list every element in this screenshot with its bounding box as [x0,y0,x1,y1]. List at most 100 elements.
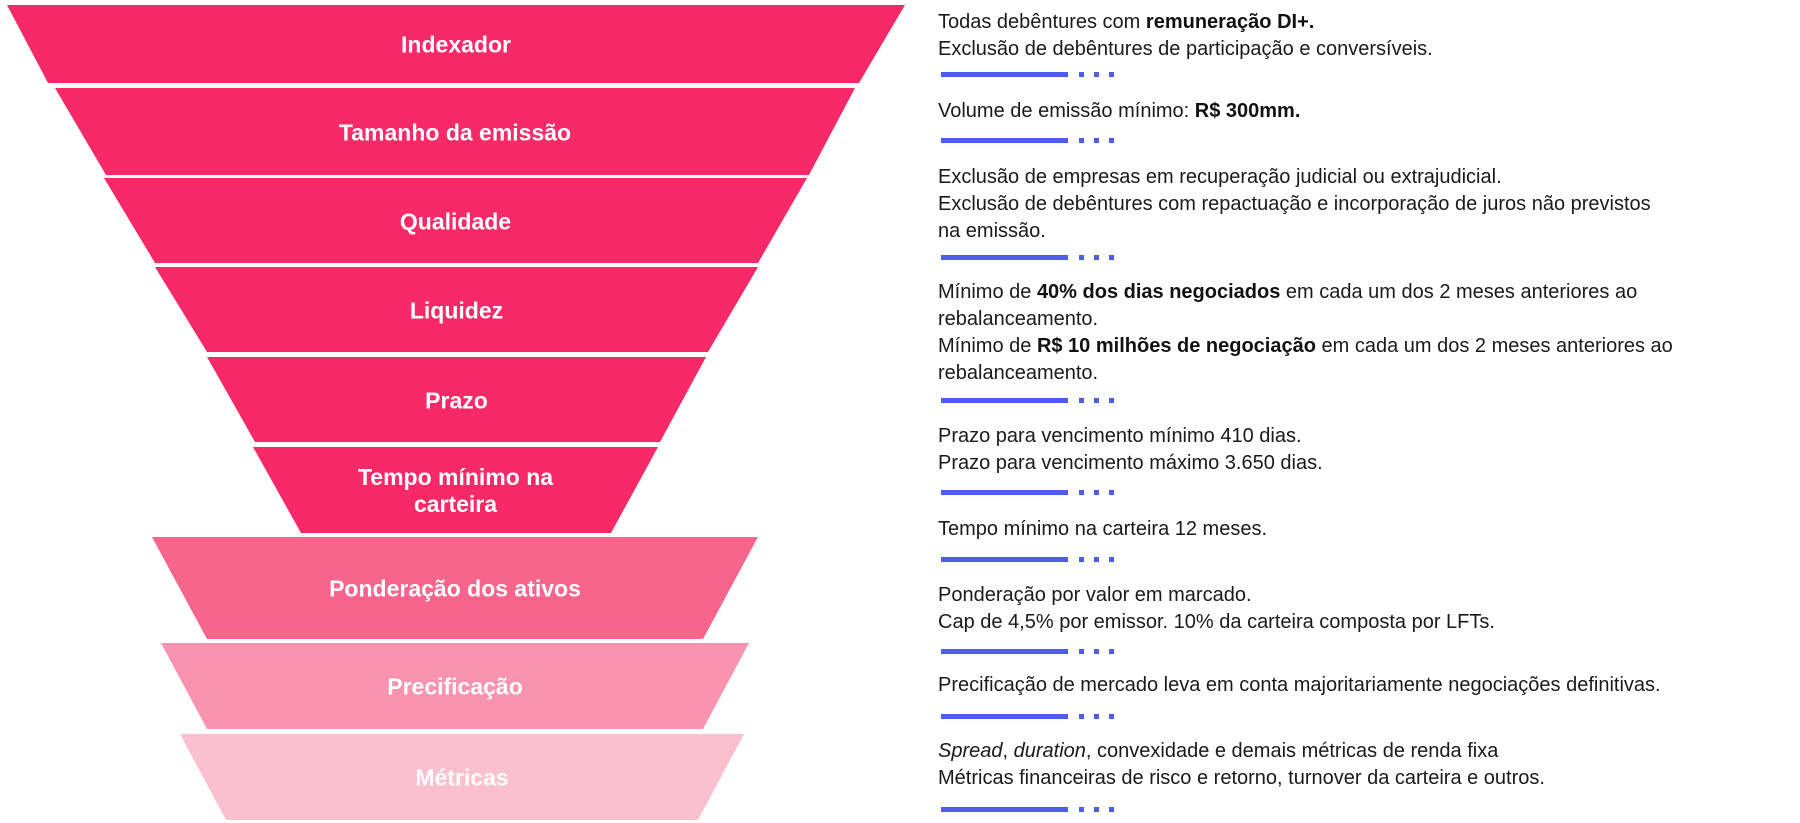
funnel-layer-label: Tamanho da emissão [339,119,571,146]
description-line: Exclusão de debêntures de participação e… [938,36,1800,63]
section-divider [941,557,1131,562]
funnel-layer [180,734,744,820]
funnel-layer [152,537,758,639]
section-divider [941,649,1131,654]
divider-bar [941,138,1068,143]
criteria-description: Tempo mínimo na carteira 12 meses. [938,516,1800,543]
divider-bar [941,714,1068,719]
funnel-layer [253,447,658,533]
funnel-layer [161,643,749,729]
text: Precificação de mercado leva em conta ma… [938,674,1661,696]
description-line: Mínimo de 40% dos dias negociados em cad… [938,279,1800,306]
description-line: Métricas financeiras de risco e retorno,… [938,765,1800,792]
divider-dot [1079,807,1084,812]
text: Todas debêntures com [938,11,1146,33]
section-divider [941,398,1131,403]
description-line: Todas debêntures com remuneração DI+. [938,9,1800,36]
bold-text: 40% dos dias negociados [1036,281,1281,303]
divider-dot [1079,557,1084,562]
divider-bar [941,255,1068,260]
divider-bar [941,490,1068,495]
funnel-layer-label: Prazo [425,387,488,414]
funnel-label-line: carteira [413,491,498,517]
text: Prazo para vencimento mínimo 410 dias. [938,425,1302,447]
divider-bar [941,557,1068,562]
funnel-layer-label: Métricas [415,765,508,792]
text: Ponderação por valor em marcado. [938,584,1252,606]
criteria-description: Volume de emissão mínimo: R$ 300mm. [938,98,1800,125]
funnel-layer [207,357,706,442]
bold-text: remuneração DI+. [1145,11,1315,33]
funnel-layer [155,267,758,352]
section-divider [941,490,1131,495]
divider-dot [1094,72,1099,77]
divider-dot [1079,72,1084,77]
description-line: rebalanceamento. [938,360,1800,387]
divider-dot [1109,138,1114,143]
description-line: na emissão. [938,218,1800,245]
divider-dot [1094,490,1099,495]
text: Mínimo de [938,335,1037,357]
italic-text: Spread [938,740,1003,762]
divider-dot [1109,490,1114,495]
criteria-description: Spread, duration, convexidade e demais m… [938,738,1800,792]
criteria-description: Todas debêntures com remuneração DI+. Exc… [938,9,1800,63]
funnel-layer [55,88,855,175]
funnel-label-line: Indexador [401,31,511,58]
divider-dot [1109,255,1114,260]
text: na emissão. [938,220,1046,242]
divider-dot [1109,398,1114,403]
italic-text: duration [1013,740,1086,762]
section-divider [941,72,1131,77]
divider-dot [1079,255,1084,260]
funnel-layer-label: Indexador [401,32,511,59]
funnel-diagram [7,5,905,820]
funnel-label-line: Ponderação dos ativos [329,575,581,602]
text: Tempo mínimo na carteira 12 meses. [938,518,1268,540]
divider-dot [1094,398,1099,403]
funnel-layer-label: Liquidez [410,297,503,324]
text: Cap de 4,5% por emissor. 10% da carteira… [938,611,1495,633]
divider-dot [1109,807,1114,812]
description-line: Prazo para vencimento máximo 3.650 dias. [938,450,1800,477]
description-line: rebalanceamento. [938,306,1800,333]
bold-text: R$ 10 milhões de negociação [1036,335,1316,357]
divider-dot [1079,138,1084,143]
text: Exclusão de empresas em recuperação judi… [938,166,1502,188]
criteria-description: Ponderação por valor em marcado. Cap de 4… [938,582,1800,636]
section-divider [941,714,1131,719]
description-line: Tempo mínimo na carteira 12 meses. [938,516,1800,543]
funnel-label-line: Precificação [387,673,523,700]
bold-text: R$ 300mm. [1194,100,1301,122]
text: Exclusão de debêntures de participação e… [938,38,1433,60]
funnel-layer-label: Qualidade [400,208,511,235]
funnel-label-line: Tempo mínimo na [357,464,554,490]
criteria-description: Exclusão de empresas em recuperação judi… [938,164,1800,245]
funnel-layer-label: Tempo mínimo na carteira [358,464,553,518]
description-line: Mínimo de R$ 10 milhões de negociação em… [938,333,1800,360]
text: , [1002,740,1014,762]
description-line: Precificação de mercado leva em conta ma… [938,672,1800,699]
funnel-layer-label: Ponderação dos ativos [329,576,581,603]
description-line: Ponderação por valor em marcado. [938,582,1800,609]
divider-dot [1094,138,1099,143]
divider-dot [1094,649,1099,654]
divider-dot [1079,398,1084,403]
divider-dot [1094,807,1099,812]
text: em cada um dos 2 meses anteriores ao [1315,335,1673,357]
divider-dot [1094,557,1099,562]
funnel-layer [7,5,905,83]
divider-dot [1109,649,1114,654]
funnel-label-line: Tamanho da emissão [338,119,572,145]
divider-dot [1079,714,1084,719]
funnel-label-line: Métricas [415,764,509,791]
divider-bar [941,398,1068,403]
text: , convexidade e demais métricas de renda… [1085,740,1499,762]
divider-dot [1094,714,1099,719]
description-line: Exclusão de empresas em recuperação judi… [938,164,1800,191]
description-line: Prazo para vencimento mínimo 410 dias. [938,423,1800,450]
text: rebalanceamento. [938,362,1099,384]
funnel-label-line: Qualidade [399,208,512,234]
criteria-description: Precificação de mercado leva em conta ma… [938,672,1800,699]
text: Mínimo de [938,281,1037,303]
